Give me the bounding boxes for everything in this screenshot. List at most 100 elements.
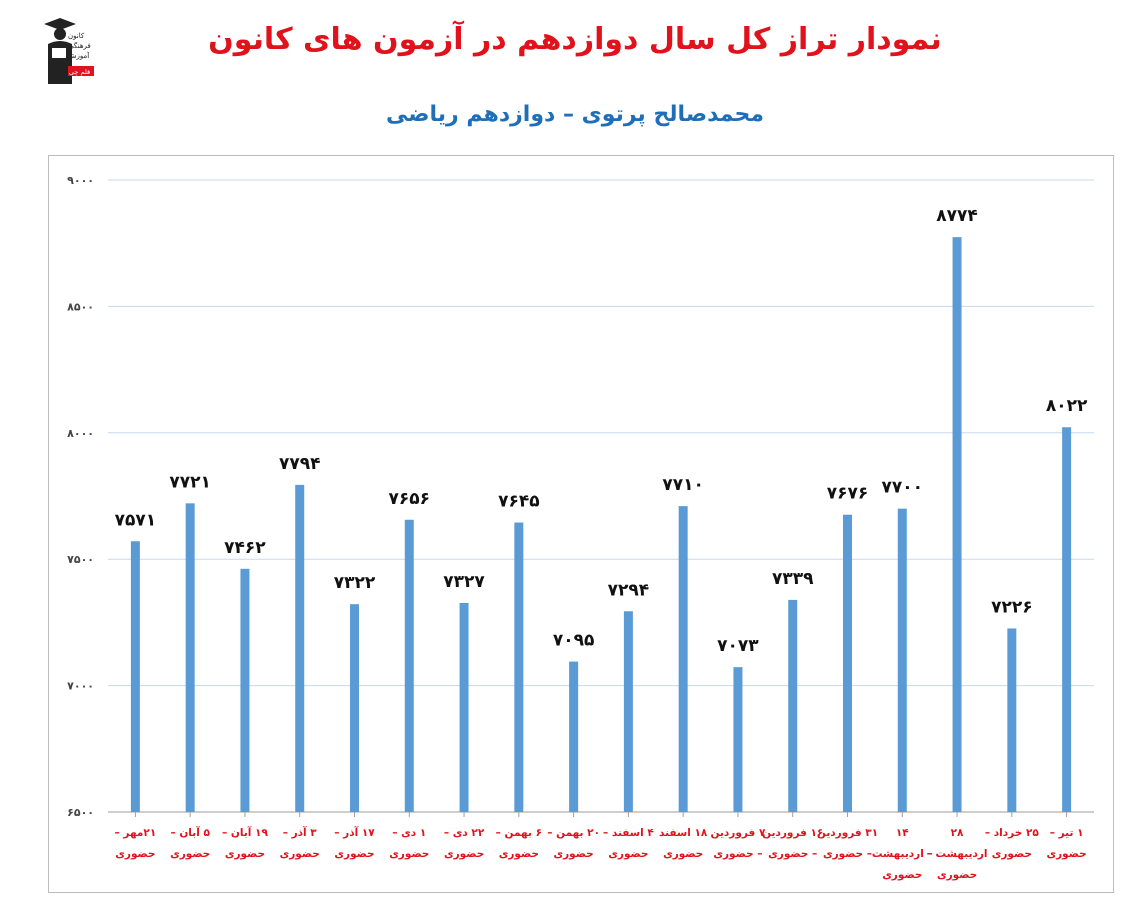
x-tick-label-line: ۱ دی – [392, 827, 426, 839]
bar [240, 568, 250, 812]
x-tick-label-line: ۱ تیر – [1050, 827, 1084, 839]
bar [569, 661, 579, 812]
bar [459, 602, 469, 812]
x-tick-label-line: اردیبهشت – [927, 848, 988, 860]
y-tick-label: ۷۰۰۰ [67, 680, 94, 693]
x-tick-label-line: حضوری [334, 848, 374, 860]
bar [514, 522, 524, 812]
x-tick-label-line: ۲۸ [951, 827, 964, 839]
data-label: ۷۳۲۲ [334, 573, 376, 593]
data-label: ۸۰۲۲ [1046, 396, 1088, 416]
data-label: ۷۷۲۱ [169, 472, 211, 492]
logo-text-4: قلم چی [69, 68, 90, 76]
x-tick-label-line: ۲۵ خرداد – [985, 827, 1039, 839]
chart-subtitle: محمدصالح پرتوی – دوازدهم ریاضی [385, 102, 765, 127]
x-tick-label-line: ۱۹ آبان – [222, 826, 268, 839]
y-tick-label: ۶۵۰۰ [67, 806, 94, 819]
data-label: ۷۶۷۶ [827, 484, 869, 504]
x-tick-label: ۲۰ بهمن – حضوری [547, 827, 600, 860]
x-tick-label-line: حضوری [992, 848, 1032, 860]
y-tick-label: ۸۰۰۰ [67, 427, 94, 440]
y-tick-label: ۸۵۰۰ [67, 300, 94, 313]
x-tick-label-line: ۷ فروردین [711, 827, 766, 839]
chart-area [48, 155, 1114, 893]
bar [130, 541, 140, 812]
bar [952, 237, 962, 812]
x-tick-label-line: – حضوری [713, 848, 762, 860]
x-tick-label-line: حضوری [115, 848, 155, 860]
x-tick-label: ۵ آبان – حضوری [170, 826, 210, 860]
bar [843, 514, 852, 812]
x-tick-label-line: – حضوری [768, 848, 817, 860]
bar [350, 604, 359, 812]
bar [295, 484, 305, 812]
x-tick-label-line: حضوری [389, 848, 429, 860]
x-tick-label: ۱۹ آبان – حضوری [222, 826, 268, 860]
bar [1007, 628, 1017, 812]
x-tick-label-line: – حضوری [823, 848, 872, 860]
x-tick-label-line: ۶ بهمن – [496, 827, 542, 839]
x-tick-label-line: حضوری [663, 848, 703, 860]
data-label: ۷۲۹۴ [608, 580, 650, 600]
bar [623, 611, 633, 812]
x-tick-label: ۱۷ آذر – حضوری [334, 826, 375, 860]
x-tick-label: ۱۴ – اردیبهشت حضوری [872, 827, 933, 881]
x-tick-label-line: حضوری [170, 848, 210, 860]
x-tick-label: ۲۸ اردیبهشت – حضوری [927, 827, 988, 881]
x-tick-label: ۷ فروردین – حضوری [711, 827, 766, 860]
y-tick-label: ۷۵۰۰ [67, 553, 94, 566]
x-tick-label-line: ۲۱مهر – [115, 827, 157, 839]
data-label: ۷۷۹۴ [279, 454, 321, 474]
bar [897, 508, 907, 812]
x-tick-label: ۲۲ دی – حضوری [444, 827, 485, 860]
x-tick-label-line: حضوری [280, 848, 320, 860]
x-tick-label-line: – اردیبهشت [872, 848, 933, 860]
x-tick-label-line: ۵ آبان – [170, 826, 210, 839]
x-tick-label-line: حضوری [937, 869, 977, 881]
data-label: ۸۷۷۴ [936, 206, 978, 226]
data-label: ۷۵۷۱ [115, 510, 157, 530]
bar [788, 599, 798, 812]
data-label: ۷۷۰۰ [882, 478, 924, 498]
y-tick-label: ۹۰۰۰ [67, 174, 94, 187]
x-tick-label-line: ۱۶ فروردین [762, 827, 823, 839]
x-tick-label: ۱ دی – حضوری [389, 827, 429, 860]
x-tick-label-line: ۴ اسفند – [603, 827, 654, 839]
x-tick-label: ۱۶ فروردین – حضوری [762, 827, 823, 860]
data-label: ۷۳۲۷ [443, 572, 485, 592]
x-tick-label: ۳۱ فروردین – حضوری [817, 827, 878, 860]
x-tick-label-line: ۲۲ دی – [444, 827, 485, 839]
x-tick-label-line: حضوری [225, 848, 265, 860]
bar [404, 519, 414, 812]
bar [185, 503, 195, 812]
bar [733, 667, 743, 812]
logo-text-1: کانون [68, 32, 85, 40]
x-tick-label: ۱۸ اسفند حضوری [659, 827, 708, 860]
data-label: ۷۰۷۳ [717, 636, 759, 656]
logo-text-3: آموزش [68, 51, 90, 60]
x-tick-label-line: حضوری [608, 848, 648, 860]
data-label: ۷۰۹۵ [553, 631, 595, 651]
x-tick-label-line: ۲۰ بهمن – [547, 827, 600, 839]
x-tick-label: ۱ تیر – حضوری [1047, 827, 1087, 860]
x-tick-label: ۶ بهمن – حضوری [496, 827, 542, 860]
bar [678, 506, 688, 812]
x-tick-label-line: ۱۷ آذر – [334, 826, 375, 839]
x-tick-label-line: ۳۱ فروردین [817, 827, 878, 839]
x-tick-label-line: حضوری [444, 848, 484, 860]
kanoon-logo: کانون فرهنگی آموزش قلم چی [44, 18, 94, 84]
x-tick-label-line: حضوری [554, 848, 594, 860]
x-tick-label-line: حضوری [1047, 848, 1087, 860]
x-tick-label: ۳ آذر – حضوری [280, 826, 320, 860]
data-label: ۷۶۵۶ [389, 489, 431, 509]
data-label: ۷۳۳۹ [772, 569, 814, 589]
bar [1062, 427, 1072, 812]
data-label: ۷۴۶۲ [224, 538, 266, 558]
data-label: ۷۶۴۵ [498, 492, 540, 512]
chart-title: نمودار تراز کل سال دوازدهم در آزمون های … [208, 22, 942, 57]
x-tick-label-line: ۱۸ اسفند [659, 827, 708, 839]
data-label: ۷۷۱۰ [662, 475, 704, 495]
x-tick-label-line: ۱۴ [896, 827, 909, 839]
x-tick-label: ۲۱مهر – حضوری [115, 827, 157, 860]
